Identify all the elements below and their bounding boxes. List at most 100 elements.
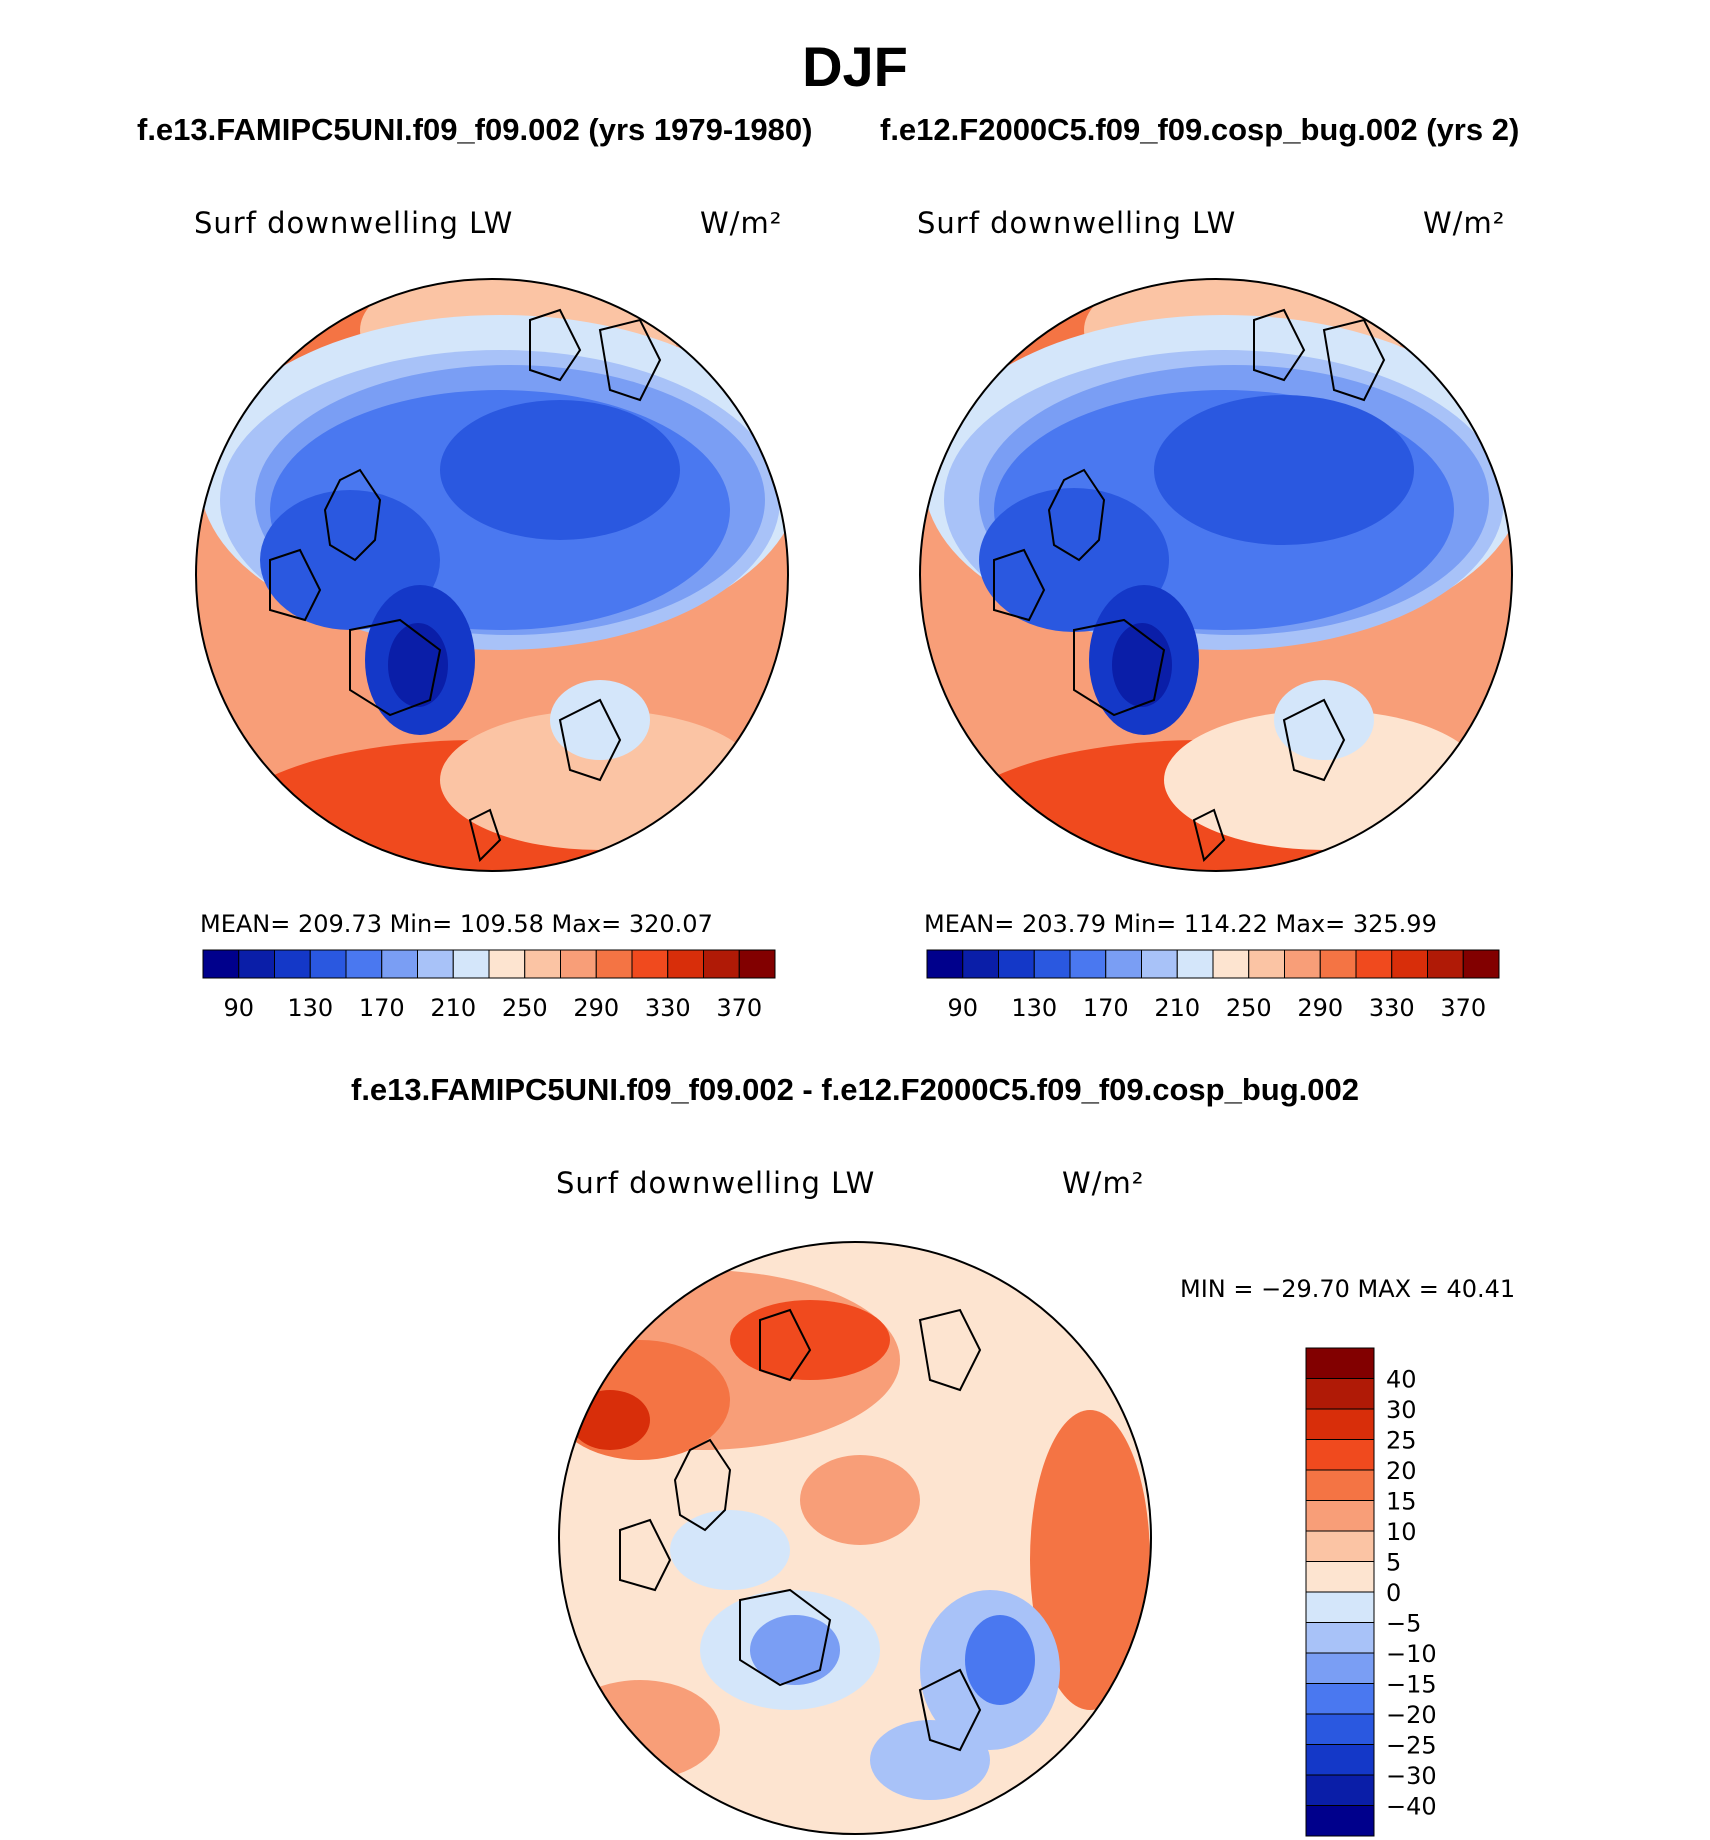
panel1-colorbar-swatch: [274, 949, 311, 979]
panel3-colorbar-swatch: [1305, 1378, 1375, 1410]
panel3-colorbar-tick: −20: [1386, 1701, 1437, 1729]
panel2-colorbar-swatch: [1248, 949, 1285, 979]
panel2-colorbar-swatch: [1141, 949, 1178, 979]
panel2-colorbar-swatch: [998, 949, 1035, 979]
panel3-colorbar-swatch: [1305, 1347, 1375, 1379]
panel3-colorbar-swatch: [1305, 1500, 1375, 1532]
panel2-coastlines: [993, 308, 1386, 862]
panel2-colorbar-tick: 250: [1226, 994, 1272, 1022]
panel2-colorbar-swatch: [926, 949, 964, 979]
panel2-cold-arctic: [1154, 395, 1414, 545]
panel3-colorbar-tick: 10: [1386, 1518, 1417, 1546]
panel3-colorbar-tick: 15: [1386, 1488, 1417, 1516]
panel1-colorbar-swatch: [488, 949, 526, 979]
panel2-map: [920, 279, 1512, 871]
panel2-colorbar-swatch: [1391, 949, 1428, 979]
panel1-colorbar-swatch: [345, 949, 383, 979]
panel1-colorbar-tick: 370: [716, 994, 762, 1022]
panel3-warm-sw: [560, 1680, 720, 1780]
panel3-colorbar-swatch: [1305, 1713, 1375, 1745]
panel3-warm-center: [800, 1455, 920, 1545]
panel1-scandinavia-cool: [550, 680, 650, 760]
panel3-warm-east: [1030, 1410, 1150, 1710]
panel2-units-label: W/m²: [1423, 206, 1506, 240]
panel1-greenland-core: [388, 623, 448, 707]
panel1-colorbar-tick: 90: [223, 994, 254, 1022]
panel3-colorbar-swatch: [1305, 1408, 1375, 1440]
panel2-colorbar-swatch: [1212, 949, 1250, 979]
panel3-hot-spot: [570, 1390, 650, 1450]
panel2-colorbar-tick: 330: [1369, 994, 1415, 1022]
panel3-colorbar-tick: 0: [1386, 1579, 1401, 1607]
panel3-variable-label: Surf downwelling LW: [556, 1166, 876, 1200]
panel1-colorbar-swatch: [202, 949, 240, 979]
panel1-colorbar-tick: 130: [287, 994, 333, 1022]
subtitle-left: f.e13.FAMIPC5UNI.f09_f09.002 (yrs 1979-1…: [137, 112, 813, 147]
panel2-colorbar-tick: 290: [1297, 994, 1343, 1022]
figure-title: DJF: [802, 35, 908, 98]
panel3-colorbar-swatch: [1305, 1652, 1375, 1684]
panel3-map: [559, 1242, 1151, 1834]
panel2-colorbar-swatch: [1176, 949, 1214, 979]
panel1-colorbar-swatch: [309, 949, 347, 979]
panel3-colorbar-tick: −30: [1386, 1762, 1437, 1790]
panel2-colorbar-swatch: [1033, 949, 1071, 979]
panel1-colorbar-swatch: [381, 949, 418, 979]
panel2-map-border: [919, 278, 1513, 872]
panel1-colorbar-swatch: [738, 949, 776, 979]
panel3-warm-nw: [559, 1340, 730, 1460]
panel3-colorbar-tick: −25: [1386, 1732, 1437, 1760]
panel3-colorbar-swatch: [1305, 1744, 1375, 1776]
panel1-colorbar-swatch: [595, 949, 633, 979]
panel3-colorbar-tick: −15: [1386, 1671, 1437, 1699]
panel1-units-label: W/m²: [700, 206, 783, 240]
panel3-map-border: [558, 1241, 1152, 1835]
panel1-map: [196, 279, 788, 871]
panel3-colorbar-swatch: [1305, 1591, 1375, 1623]
panel2-colorbar-tick: 90: [947, 994, 978, 1022]
panel2-colorbar-swatch: [1105, 949, 1142, 979]
panel1-colorbar-swatch: [560, 949, 597, 979]
panel3-cool-south: [870, 1720, 990, 1800]
panel3-colorbar-tick: 5: [1386, 1549, 1401, 1577]
panel2-greenland-core: [1112, 623, 1172, 707]
panel1-stats: MEAN= 209.73 Min= 109.58 Max= 320.07: [200, 910, 713, 938]
panel2-colorbar-tick: 130: [1011, 994, 1057, 1022]
panel2-colorbar-swatch: [1069, 949, 1107, 979]
panel1-variable-label: Surf downwelling LW: [194, 206, 514, 240]
panel3-colorbar-tick: 30: [1386, 1396, 1417, 1424]
panel1-colorbar-tick: 170: [359, 994, 405, 1022]
panel2-colorbar-tick: 210: [1154, 994, 1200, 1022]
panel3-colorbar-swatch: [1305, 1530, 1375, 1562]
panel1-colorbar-swatch: [452, 949, 490, 979]
panel3-colorbar-tick: 25: [1386, 1427, 1417, 1455]
panel3-warm-ne: [730, 1300, 890, 1380]
panel3-units-label: W/m²: [1062, 1166, 1145, 1200]
panel1-colorbar-tick: 330: [645, 994, 691, 1022]
panel1-cold-arctic: [440, 400, 680, 540]
panel3-colorbar-tick: 40: [1386, 1366, 1417, 1394]
panel3-colorbar-tick: −5: [1386, 1610, 1421, 1638]
panel2-variable-label: Surf downwelling LW: [917, 206, 1237, 240]
panel2-scandinavia-cool: [1274, 680, 1374, 760]
panel2-colorbar-tick: 170: [1083, 994, 1129, 1022]
panel3-colorbar-swatch: [1305, 1561, 1375, 1593]
panel2-colorbar-swatch: [1462, 949, 1500, 979]
panel3-colorbar-swatch: [1305, 1469, 1375, 1501]
panel3-cool-archipelago: [670, 1510, 790, 1590]
panel3-colorbar-tick: −40: [1386, 1793, 1437, 1821]
panel3-colorbar-swatch: [1305, 1805, 1375, 1837]
panel1-colorbar: 90 130 170 210 250 290 330 370: [202, 949, 776, 1022]
panel3-cold-greenland: [750, 1615, 840, 1685]
panel3-colorbar-tick: 20: [1386, 1457, 1417, 1485]
panel1-colorbar-tick: 210: [430, 994, 476, 1022]
diff-title: f.e13.FAMIPC5UNI.f09_f09.002 - f.e12.F20…: [351, 1072, 1359, 1107]
panel2-colorbar-tick: 370: [1440, 994, 1486, 1022]
panel3-coastlines: [619, 1308, 982, 1752]
panel1-colorbar-swatch: [417, 949, 454, 979]
panel3-colorbar-swatch: [1305, 1622, 1375, 1654]
panel1-colorbar-tick: 250: [502, 994, 548, 1022]
panel3-colorbar-swatch: [1305, 1439, 1375, 1471]
panel1-colorbar-swatch: [703, 949, 740, 979]
